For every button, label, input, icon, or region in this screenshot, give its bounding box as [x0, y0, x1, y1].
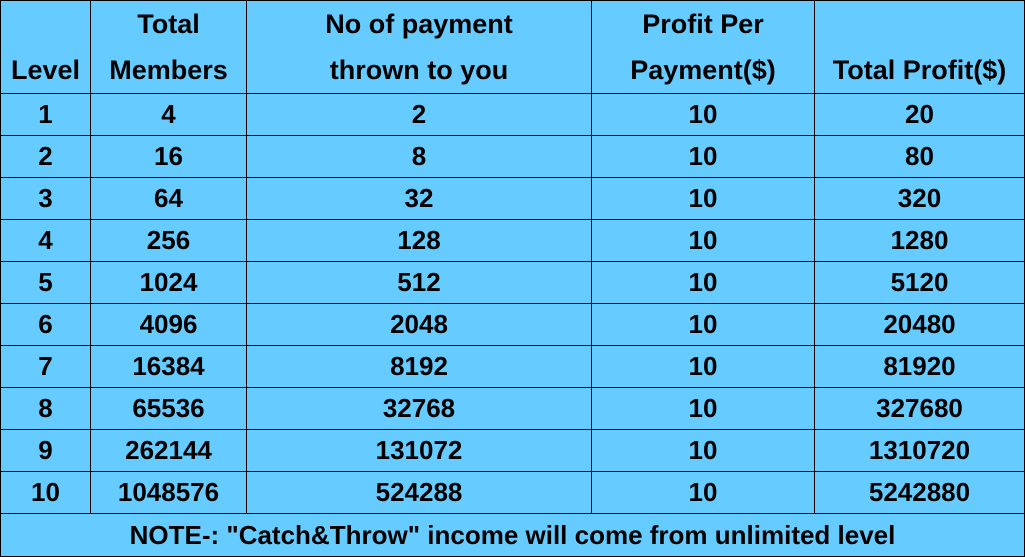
cell-total-members: 4096 [90, 303, 247, 346]
cell-total-profit: 5242880 [814, 471, 1025, 514]
cell-profit-per-payment: 10 [591, 177, 815, 220]
cell-profit-per-payment: 10 [591, 429, 815, 472]
header-level: Level [0, 0, 91, 94]
table-row: 3 64 32 10 320 [0, 177, 1025, 220]
cell-total-profit: 81920 [814, 345, 1025, 388]
cell-profit-per-payment: 10 [591, 135, 815, 178]
table-row: 7 16384 8192 10 81920 [0, 345, 1025, 388]
cell-level: 3 [0, 177, 91, 220]
cell-payments-thrown: 2 [246, 93, 592, 136]
cell-level: 9 [0, 429, 91, 472]
cell-total-profit: 80 [814, 135, 1025, 178]
table-row: 2 16 8 10 80 [0, 135, 1025, 178]
table-body: 1 4 2 10 20 2 16 8 10 80 3 64 32 10 320 4 256 128 10 1280 5 1… [0, 93, 1025, 514]
table-row: 9 262144 131072 10 1310720 [0, 429, 1025, 472]
note-text: NOTE-: "Catch&Throw" income will come fr… [0, 513, 1025, 557]
cell-level: 1 [0, 93, 91, 136]
cell-payments-thrown: 8192 [246, 345, 592, 388]
table-row: 10 1048576 524288 10 5242880 [0, 471, 1025, 514]
cell-level: 6 [0, 303, 91, 346]
cell-total-members: 16 [90, 135, 247, 178]
cell-total-members: 4 [90, 93, 247, 136]
cell-total-profit: 20480 [814, 303, 1025, 346]
cell-payments-thrown: 524288 [246, 471, 592, 514]
cell-level: 10 [0, 471, 91, 514]
cell-total-members: 1048576 [90, 471, 247, 514]
header-profit-per-payment: Profit Per Payment($) [591, 0, 815, 94]
cell-profit-per-payment: 10 [591, 471, 815, 514]
cell-payments-thrown: 8 [246, 135, 592, 178]
cell-total-members: 262144 [90, 429, 247, 472]
cell-payments-thrown: 512 [246, 261, 592, 304]
cell-total-profit: 1310720 [814, 429, 1025, 472]
cell-payments-thrown: 131072 [246, 429, 592, 472]
header-total-profit: Total Profit($) [814, 0, 1025, 94]
cell-total-members: 65536 [90, 387, 247, 430]
table-row: 5 1024 512 10 5120 [0, 261, 1025, 304]
header-total-members: Total Members [90, 0, 247, 94]
cell-profit-per-payment: 10 [591, 303, 815, 346]
table-row: 6 4096 2048 10 20480 [0, 303, 1025, 346]
cell-payments-thrown: 32768 [246, 387, 592, 430]
cell-total-members: 1024 [90, 261, 247, 304]
cell-payments-thrown: 2048 [246, 303, 592, 346]
cell-total-members: 256 [90, 219, 247, 262]
cell-total-profit: 320 [814, 177, 1025, 220]
cell-total-profit: 20 [814, 93, 1025, 136]
cell-level: 7 [0, 345, 91, 388]
cell-total-members: 64 [90, 177, 247, 220]
cell-level: 4 [0, 219, 91, 262]
table-row: 1 4 2 10 20 [0, 93, 1025, 136]
cell-profit-per-payment: 10 [591, 93, 815, 136]
cell-level: 5 [0, 261, 91, 304]
cell-profit-per-payment: 10 [591, 387, 815, 430]
table-row: 4 256 128 10 1280 [0, 219, 1025, 262]
cell-total-profit: 1280 [814, 219, 1025, 262]
cell-level: 2 [0, 135, 91, 178]
cell-total-profit: 5120 [814, 261, 1025, 304]
header-row: Level Total Members No of payment thrown t… [0, 0, 1025, 94]
cell-total-profit: 327680 [814, 387, 1025, 430]
cell-payments-thrown: 32 [246, 177, 592, 220]
cell-payments-thrown: 128 [246, 219, 592, 262]
cell-profit-per-payment: 10 [591, 219, 815, 262]
header-payments-thrown: No of payment thrown to you [246, 0, 592, 94]
cell-total-members: 16384 [90, 345, 247, 388]
cell-profit-per-payment: 10 [591, 345, 815, 388]
cell-profit-per-payment: 10 [591, 261, 815, 304]
table-row: 8 65536 32768 10 327680 [0, 387, 1025, 430]
cell-level: 8 [0, 387, 91, 430]
note-row: NOTE-: "Catch&Throw" income will come fr… [0, 513, 1025, 557]
